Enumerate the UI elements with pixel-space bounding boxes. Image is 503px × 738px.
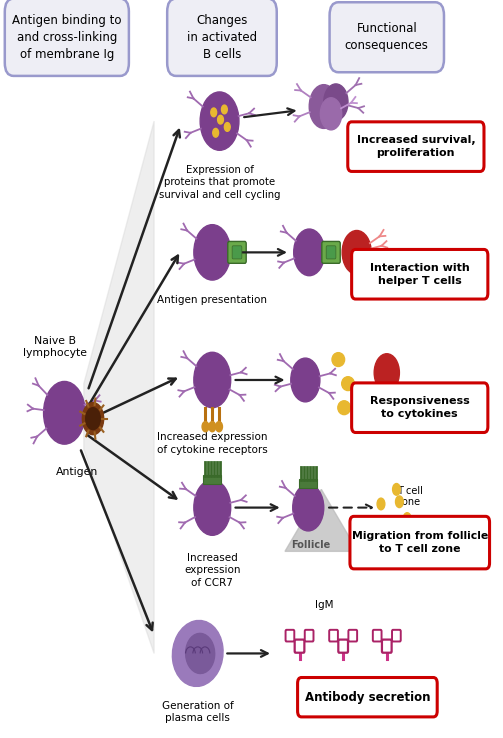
Circle shape bbox=[377, 498, 385, 510]
FancyBboxPatch shape bbox=[329, 2, 444, 72]
Text: IgM: IgM bbox=[314, 600, 333, 610]
FancyBboxPatch shape bbox=[322, 241, 340, 263]
FancyBboxPatch shape bbox=[352, 383, 488, 432]
Circle shape bbox=[202, 421, 209, 432]
Circle shape bbox=[403, 513, 411, 525]
FancyBboxPatch shape bbox=[305, 630, 313, 641]
Text: Naive B
lymphocyte: Naive B lymphocyte bbox=[23, 336, 87, 358]
FancyBboxPatch shape bbox=[298, 677, 437, 717]
FancyBboxPatch shape bbox=[382, 640, 392, 652]
Circle shape bbox=[86, 407, 100, 430]
FancyBboxPatch shape bbox=[326, 246, 336, 259]
Text: Antigen: Antigen bbox=[55, 467, 98, 477]
Circle shape bbox=[44, 382, 86, 444]
FancyBboxPatch shape bbox=[167, 0, 277, 76]
Text: Antigen binding to
and cross-linking
of membrane Ig: Antigen binding to and cross-linking of … bbox=[12, 14, 122, 61]
Circle shape bbox=[213, 128, 219, 137]
FancyBboxPatch shape bbox=[5, 0, 129, 76]
FancyBboxPatch shape bbox=[352, 249, 488, 299]
Text: Follicle: Follicle bbox=[291, 540, 330, 550]
Circle shape bbox=[221, 105, 227, 114]
Circle shape bbox=[309, 85, 339, 128]
Text: Migration from follicle
to T cell zone: Migration from follicle to T cell zone bbox=[352, 531, 488, 554]
Text: Cytokines: Cytokines bbox=[375, 382, 423, 393]
Ellipse shape bbox=[338, 401, 351, 415]
FancyBboxPatch shape bbox=[286, 630, 294, 641]
FancyBboxPatch shape bbox=[348, 122, 484, 171]
Text: Functional
consequences: Functional consequences bbox=[345, 22, 429, 52]
Circle shape bbox=[216, 421, 222, 432]
Text: Expression of
proteins that promote
survival and cell cycling: Expression of proteins that promote surv… bbox=[159, 165, 280, 200]
FancyBboxPatch shape bbox=[373, 630, 382, 641]
Text: Increased survival,
proliferation: Increased survival, proliferation bbox=[357, 135, 475, 158]
Polygon shape bbox=[285, 489, 358, 551]
Text: Responsiveness
to cytokines: Responsiveness to cytokines bbox=[370, 396, 470, 419]
Circle shape bbox=[82, 403, 104, 435]
FancyBboxPatch shape bbox=[228, 241, 246, 263]
Circle shape bbox=[380, 531, 388, 542]
Circle shape bbox=[194, 352, 231, 407]
Ellipse shape bbox=[342, 376, 354, 390]
Text: Increased
expression
of CCR7: Increased expression of CCR7 bbox=[184, 553, 240, 587]
Ellipse shape bbox=[186, 633, 215, 674]
FancyBboxPatch shape bbox=[232, 246, 242, 259]
Text: Antibody secretion: Antibody secretion bbox=[305, 691, 430, 704]
Circle shape bbox=[194, 224, 231, 280]
FancyBboxPatch shape bbox=[350, 517, 489, 569]
Circle shape bbox=[218, 115, 223, 124]
Text: Changes
in activated
B cells: Changes in activated B cells bbox=[187, 14, 257, 61]
Circle shape bbox=[293, 484, 324, 531]
Circle shape bbox=[209, 421, 216, 432]
Circle shape bbox=[393, 483, 400, 495]
Circle shape bbox=[194, 480, 231, 535]
Ellipse shape bbox=[332, 353, 345, 367]
FancyBboxPatch shape bbox=[392, 630, 401, 641]
FancyBboxPatch shape bbox=[339, 640, 348, 652]
Circle shape bbox=[200, 92, 239, 151]
Text: Increased expression
of cytokine receptors: Increased expression of cytokine recepto… bbox=[157, 432, 268, 455]
Text: Antigen presentation: Antigen presentation bbox=[157, 294, 267, 305]
Text: Generation of
plasma cells: Generation of plasma cells bbox=[162, 701, 233, 723]
FancyBboxPatch shape bbox=[349, 630, 357, 641]
Circle shape bbox=[224, 123, 230, 131]
Text: T cell
zone: T cell zone bbox=[397, 486, 424, 507]
Text: Interaction with
helper T cells: Interaction with helper T cells bbox=[370, 263, 470, 286]
FancyBboxPatch shape bbox=[203, 475, 221, 483]
Circle shape bbox=[324, 84, 348, 120]
Polygon shape bbox=[84, 121, 154, 653]
Circle shape bbox=[211, 108, 217, 117]
Circle shape bbox=[395, 496, 403, 508]
FancyBboxPatch shape bbox=[295, 640, 304, 652]
Circle shape bbox=[291, 358, 320, 402]
Circle shape bbox=[387, 520, 394, 531]
Circle shape bbox=[342, 230, 371, 275]
Circle shape bbox=[320, 97, 342, 130]
Circle shape bbox=[294, 229, 325, 276]
FancyBboxPatch shape bbox=[299, 479, 317, 488]
Circle shape bbox=[374, 354, 399, 392]
Text: Chemokines: Chemokines bbox=[379, 548, 439, 558]
Ellipse shape bbox=[173, 621, 223, 686]
FancyBboxPatch shape bbox=[329, 630, 338, 641]
